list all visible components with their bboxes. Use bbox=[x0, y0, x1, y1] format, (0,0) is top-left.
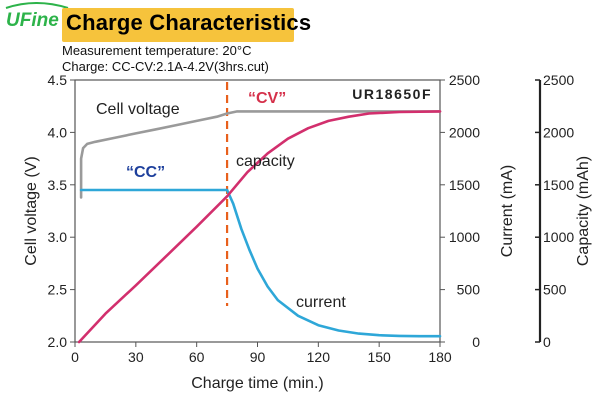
measurement-temperature: Measurement temperature: 20°C bbox=[62, 43, 252, 58]
current-tick-label: 500 bbox=[457, 282, 481, 298]
ufine-logo: UFine bbox=[5, 2, 69, 31]
current-tick-label: 2500 bbox=[449, 72, 480, 88]
current-tick-label: 0 bbox=[472, 334, 480, 350]
chart-title: Charge Characteristics bbox=[66, 10, 312, 35]
x-tick-label: 0 bbox=[71, 349, 79, 365]
capacity-axis-title: Capacity (mAh) bbox=[575, 156, 592, 266]
x-tick-label: 120 bbox=[307, 349, 331, 365]
voltage-tick-label: 4.0 bbox=[48, 124, 68, 140]
current-tick-label: 1000 bbox=[449, 229, 480, 245]
voltage-tick-label: 3.5 bbox=[48, 177, 68, 193]
x-tick-label: 30 bbox=[128, 349, 144, 365]
voltage-tick-label: 3.0 bbox=[48, 229, 68, 245]
cc-label: “CC” bbox=[126, 164, 165, 181]
capacity-tick-label: 0 bbox=[543, 334, 551, 350]
model-label: UR18650F bbox=[352, 86, 432, 102]
current-curve-label: current bbox=[296, 294, 346, 311]
charge-condition: Charge: CC-CV:2.1A-4.2V(3hrs.cut) bbox=[62, 59, 269, 74]
voltage-tick-label: 2.5 bbox=[48, 282, 68, 298]
capacity-tick-label: 500 bbox=[543, 282, 567, 298]
capacity-tick-label: 2500 bbox=[543, 72, 574, 88]
capacity-tick-label: 2000 bbox=[543, 124, 574, 140]
x-tick-label: 150 bbox=[367, 349, 391, 365]
current-tick-label: 1500 bbox=[449, 177, 480, 193]
voltage-axis-title: Cell voltage (V) bbox=[23, 156, 40, 265]
capacity-tick-label: 1000 bbox=[543, 229, 574, 245]
current-axis-title: Current (mA) bbox=[499, 165, 516, 257]
capacity-tick-label: 1500 bbox=[543, 177, 574, 193]
voltage-curve bbox=[79, 110, 442, 199]
logo-text: UFine bbox=[6, 10, 59, 31]
capacity-curve bbox=[77, 110, 442, 344]
voltage-tick-label: 2.0 bbox=[48, 334, 68, 350]
voltage-tick-label: 4.5 bbox=[48, 72, 68, 88]
x-tick-label: 60 bbox=[189, 349, 205, 365]
x-tick-label: 180 bbox=[428, 349, 452, 365]
x-tick-label: 90 bbox=[250, 349, 266, 365]
x-axis-title: Charge time (min.) bbox=[191, 375, 323, 392]
title-banner bbox=[62, 8, 294, 42]
voltage-curve-label: Cell voltage bbox=[96, 101, 180, 118]
cv-label: “CV” bbox=[248, 90, 286, 107]
current-curve bbox=[79, 188, 442, 338]
capacity-curve-label: capacity bbox=[236, 153, 295, 170]
current-tick-label: 2000 bbox=[449, 124, 480, 140]
plot-frame bbox=[74, 79, 441, 343]
